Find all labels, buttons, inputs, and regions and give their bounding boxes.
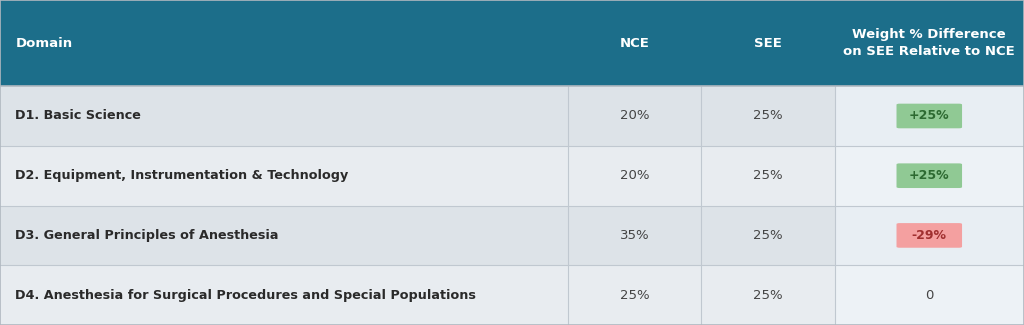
FancyBboxPatch shape	[897, 163, 963, 188]
Bar	[701, 146, 835, 205]
Text: 0: 0	[925, 289, 934, 302]
Text: Domain: Domain	[15, 37, 73, 49]
Text: 25%: 25%	[754, 169, 782, 182]
Bar	[568, 265, 701, 325]
Bar	[701, 265, 835, 325]
Bar	[0, 86, 568, 146]
Bar	[835, 146, 1024, 205]
Text: -29%: -29%	[911, 229, 947, 242]
FancyBboxPatch shape	[897, 104, 963, 128]
Bar	[568, 86, 701, 146]
Text: 35%: 35%	[621, 229, 649, 242]
Bar	[701, 86, 835, 146]
Text: +25%: +25%	[909, 110, 949, 123]
Text: Weight % Difference
on SEE Relative to NCE: Weight % Difference on SEE Relative to N…	[844, 28, 1015, 58]
Text: 25%: 25%	[621, 289, 649, 302]
FancyBboxPatch shape	[897, 223, 963, 248]
Text: 25%: 25%	[754, 289, 782, 302]
Text: 25%: 25%	[754, 229, 782, 242]
Text: SEE: SEE	[754, 37, 782, 49]
Text: 20%: 20%	[621, 169, 649, 182]
Text: D1. Basic Science: D1. Basic Science	[15, 110, 141, 123]
Text: NCE: NCE	[620, 37, 650, 49]
Bar	[0, 0, 1024, 86]
Bar	[0, 146, 568, 205]
Text: +25%: +25%	[909, 169, 949, 182]
Bar	[701, 206, 835, 265]
Bar	[568, 206, 701, 265]
Bar	[835, 206, 1024, 265]
Text: D2. Equipment, Instrumentation & Technology: D2. Equipment, Instrumentation & Technol…	[15, 169, 348, 182]
Bar	[0, 265, 568, 325]
Text: D4. Anesthesia for Surgical Procedures and Special Populations: D4. Anesthesia for Surgical Procedures a…	[15, 289, 476, 302]
Bar	[0, 206, 568, 265]
Text: 20%: 20%	[621, 110, 649, 123]
Bar	[568, 146, 701, 205]
Text: D3. General Principles of Anesthesia: D3. General Principles of Anesthesia	[15, 229, 279, 242]
Bar	[835, 86, 1024, 146]
Bar	[835, 265, 1024, 325]
Text: 25%: 25%	[754, 110, 782, 123]
